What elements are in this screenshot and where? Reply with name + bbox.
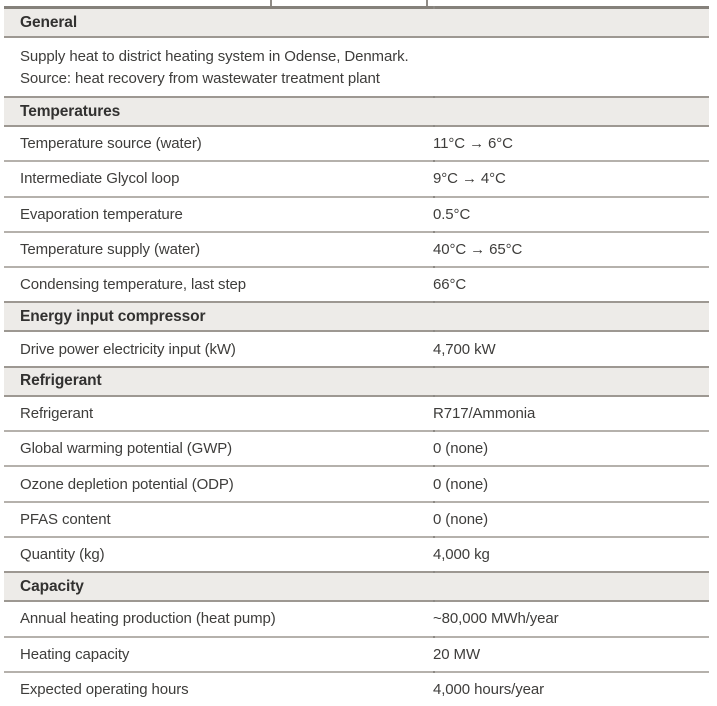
section-title: Refrigerant — [20, 372, 102, 390]
row-value: 40°C → 65°C — [433, 241, 523, 259]
spec-row: Condensing temperature, last step 66°C — [4, 266, 709, 301]
section-header: General — [4, 6, 709, 36]
description-line: Supply heat to district heating system i… — [20, 48, 409, 65]
section-title: Energy input compressor — [20, 307, 206, 325]
row-label: Heating capacity — [20, 645, 130, 663]
row-value: R717/Ammonia — [433, 404, 536, 422]
section-header: Capacity — [4, 571, 709, 601]
spec-row: Expected operating hours 4,000 hours/yea… — [4, 670, 709, 706]
spec-row: Temperature supply (water) 40°C → 65°C — [4, 230, 709, 266]
row-label: Condensing temperature, last step — [20, 276, 246, 294]
row-value: 11°C → 6°C — [433, 135, 513, 153]
section-header: Refrigerant — [4, 365, 709, 395]
spec-row: Refrigerant R717/Ammonia — [4, 394, 709, 430]
row-value: 0 (none) — [433, 475, 489, 493]
row-label: Refrigerant — [20, 404, 94, 422]
row-value: 0 (none) — [433, 440, 489, 458]
row-label: Evaporation temperature — [20, 205, 183, 223]
row-value: 4,000 hours/year — [433, 681, 544, 698]
top-tick — [270, 0, 272, 6]
spec-section: Temperatures Temperature source (water) … — [4, 96, 709, 301]
section-header: Temperatures — [4, 96, 709, 125]
spec-section: General Supply heat to district heating … — [4, 6, 709, 96]
row-label: Temperature source (water) — [20, 135, 202, 153]
spec-row: Drive power electricity input (kW) 4,700… — [4, 330, 709, 365]
spec-table: General Supply heat to district heating … — [4, 6, 709, 706]
section-title: Capacity — [20, 577, 84, 595]
spec-row: Annual heating production (heat pump) ~8… — [4, 600, 709, 635]
row-value: 66°C — [433, 276, 467, 294]
row-label: Drive power electricity input (kW) — [20, 340, 236, 358]
row-value: 4,700 kW — [433, 340, 496, 358]
spec-row: PFAS content 0 (none) — [4, 500, 709, 536]
spec-row: Evaporation temperature 0.5°C — [4, 195, 709, 231]
row-label: PFAS content — [20, 510, 111, 528]
spec-row: Temperature source (water) 11°C → 6°C — [4, 125, 709, 160]
spec-section: Capacity Annual heating production (heat… — [4, 571, 709, 706]
row-label: Intermediate Glycol loop — [20, 170, 180, 188]
section-description: Supply heat to district heating system i… — [4, 36, 709, 96]
spec-section: Energy input compressor Drive power elec… — [4, 301, 709, 365]
row-value: ~80,000 MWh/year — [433, 610, 559, 628]
row-label: Global warming potential (GWP) — [20, 440, 233, 458]
row-label: Annual heating production (heat pump) — [20, 610, 276, 628]
row-value: 9°C → 4°C — [433, 170, 506, 188]
spec-row: Intermediate Glycol loop 9°C → 4°C — [4, 160, 709, 195]
row-value: 20 MW — [433, 645, 481, 663]
description-line: Source: heat recovery from wastewater tr… — [20, 70, 380, 87]
row-label: Ozone depletion potential (ODP) — [20, 475, 234, 493]
top-tick — [426, 0, 428, 6]
row-label: Expected operating hours — [20, 681, 189, 698]
row-label: Quantity (kg) — [20, 546, 105, 564]
section-header: Energy input compressor — [4, 301, 709, 331]
section-title: Temperatures — [20, 102, 121, 120]
spec-row: Ozone depletion potential (ODP) 0 (none) — [4, 465, 709, 500]
row-label: Temperature supply (water) — [20, 241, 200, 259]
crop-artifact-ticks — [0, 0, 717, 6]
spec-row: Quantity (kg) 4,000 kg — [4, 535, 709, 571]
spec-section: Refrigerant Refrigerant R717/Ammonia Glo… — [4, 365, 709, 571]
spec-row: Global warming potential (GWP) 0 (none) — [4, 430, 709, 465]
section-title: General — [20, 13, 78, 31]
spec-row: Heating capacity 20 MW — [4, 635, 709, 671]
row-value: 4,000 kg — [433, 546, 490, 564]
row-value: 0 (none) — [433, 510, 489, 528]
row-value: 0.5°C — [433, 205, 471, 223]
